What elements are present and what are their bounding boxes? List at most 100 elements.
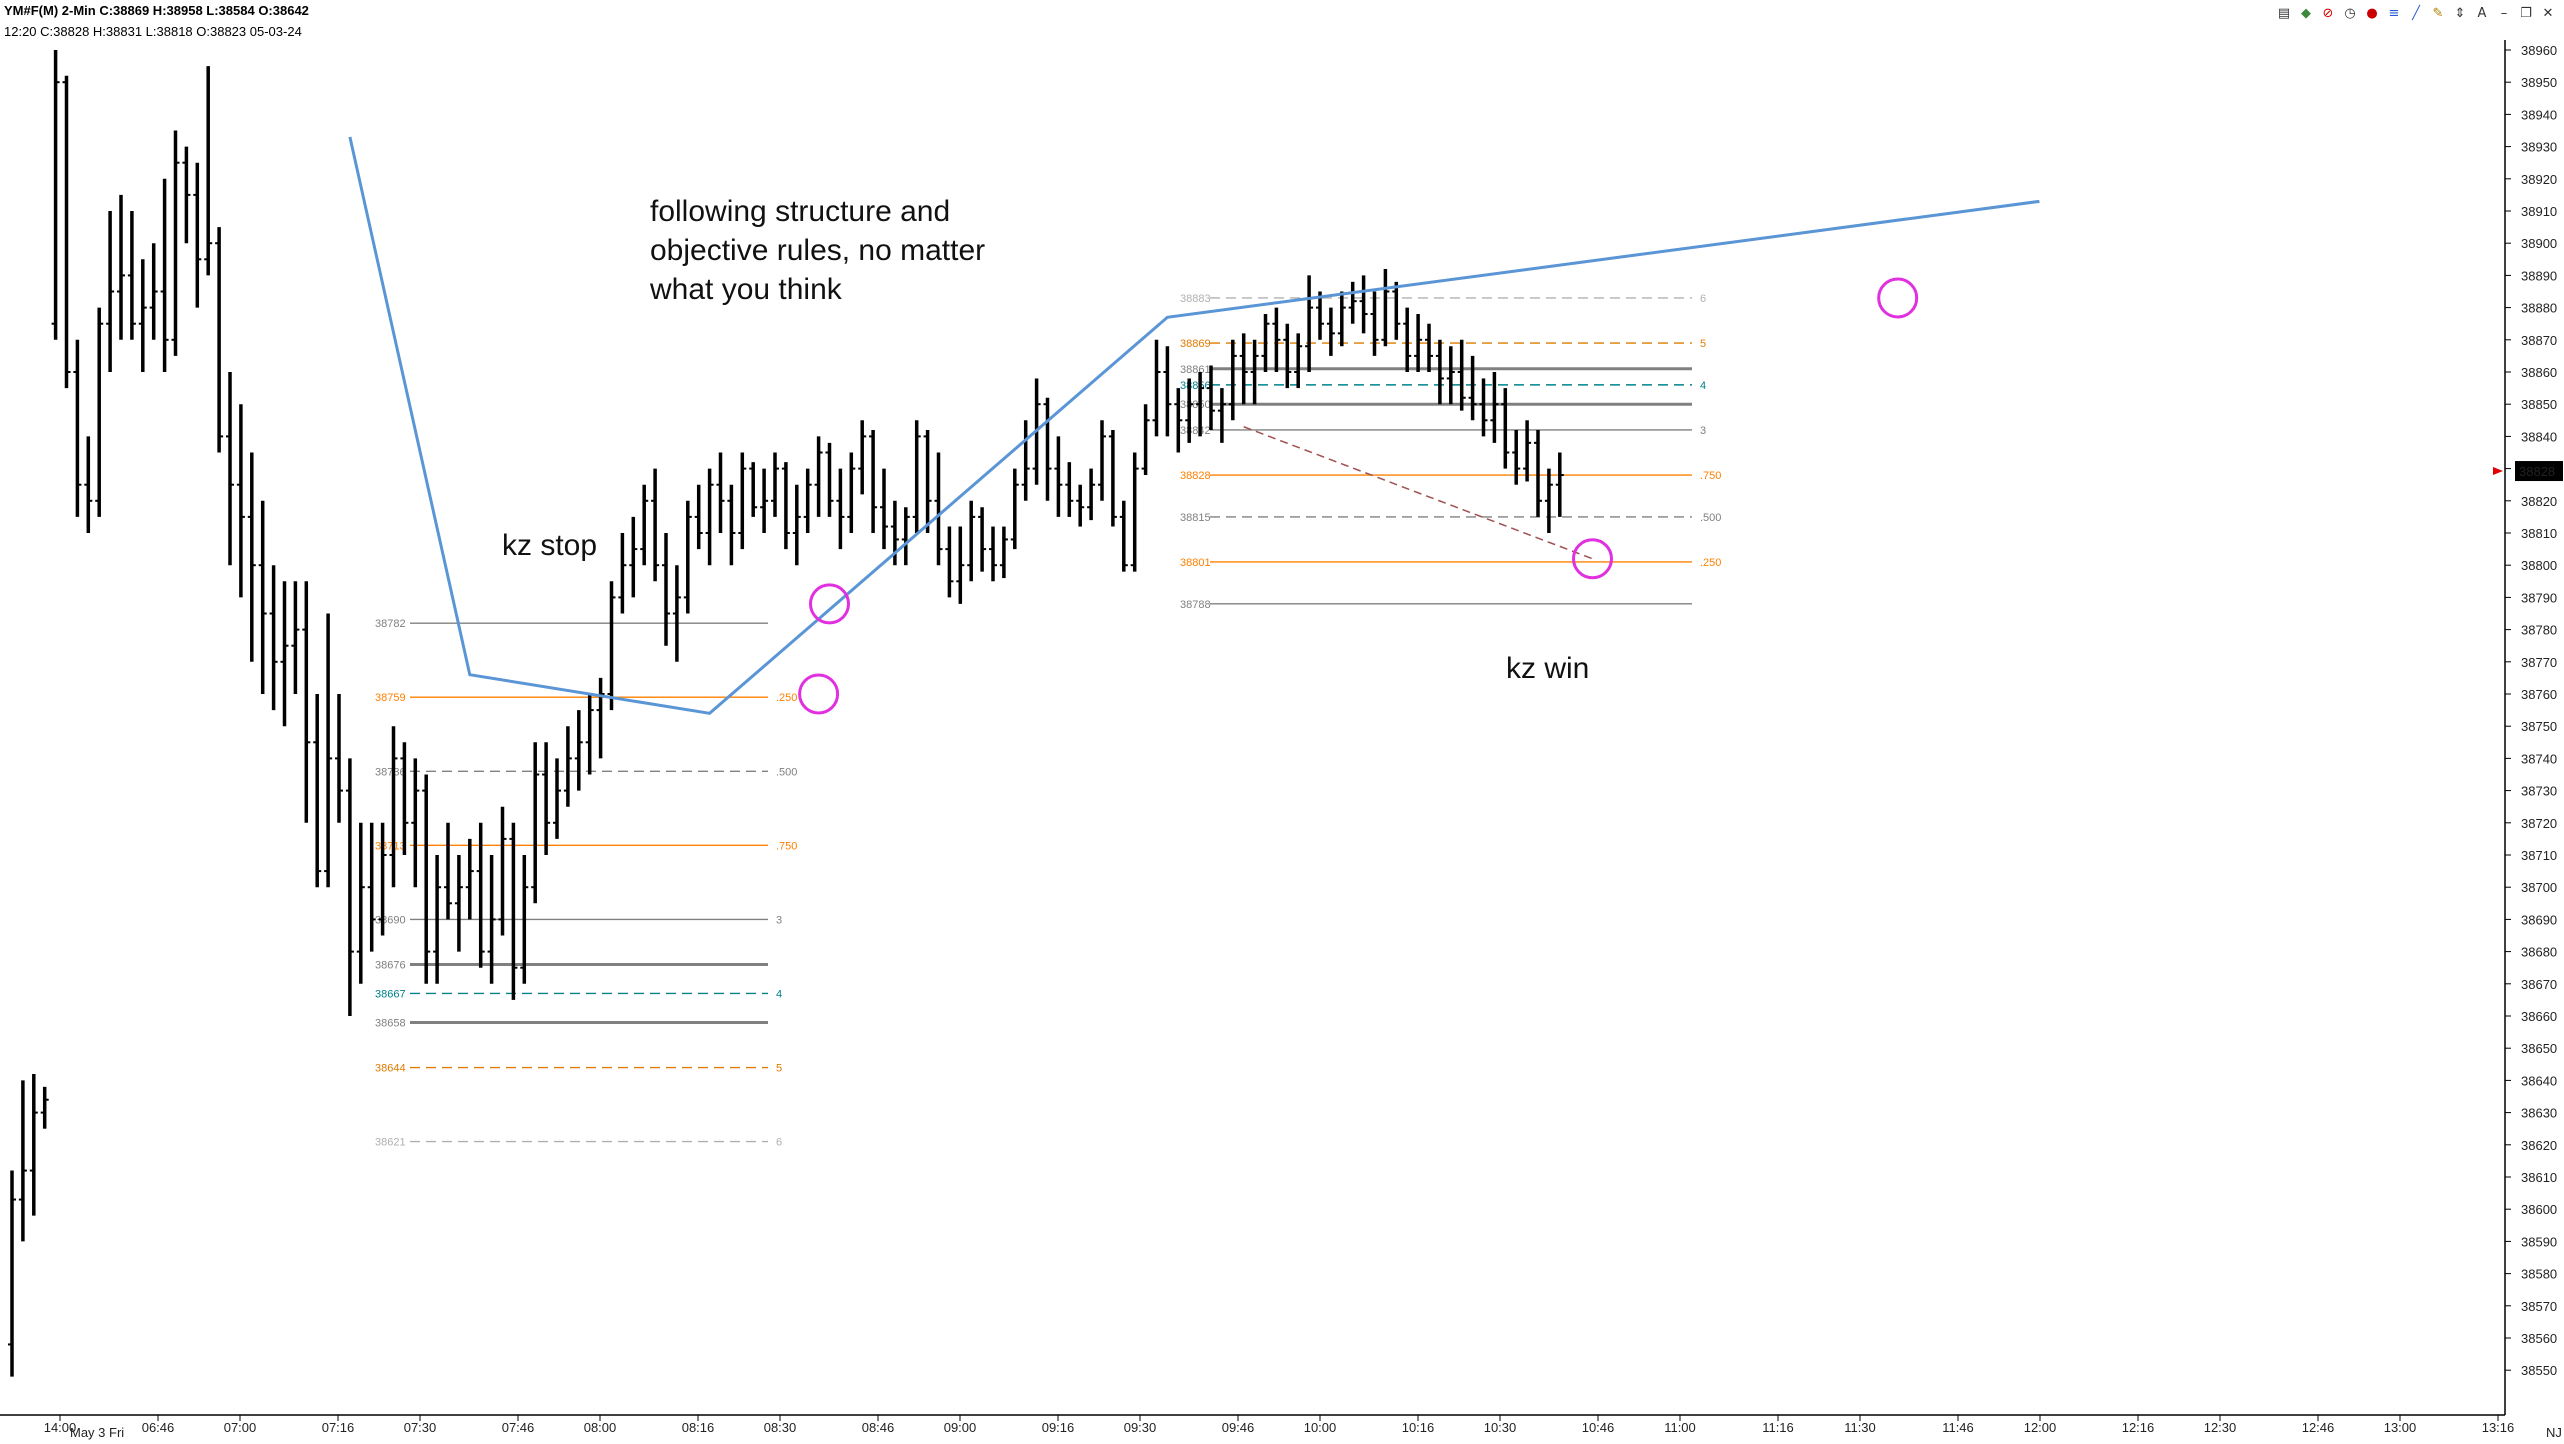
- stop-icon[interactable]: ⊘: [2322, 5, 2334, 21]
- fib-right-level-label: 38788: [1180, 599, 1211, 611]
- ohlc-bar: [1414, 314, 1423, 372]
- y-tick-label: 38590: [2521, 1234, 2557, 1249]
- y-tick-label: 38720: [2521, 816, 2557, 831]
- ohlc-bar: [73, 339, 82, 517]
- annotation-structure-text[interactable]: what you think: [649, 273, 843, 306]
- close-icon[interactable]: ✕: [2542, 5, 2554, 21]
- y-tick-label: 38550: [2521, 1363, 2557, 1378]
- ohlc-bar: [236, 404, 245, 598]
- ohlc-bar: [989, 526, 997, 582]
- ohlc-bar: [542, 742, 551, 855]
- ohlc-bar: [95, 307, 104, 517]
- ohlc-bar: [18, 1080, 27, 1242]
- y-tick-label: 38760: [2521, 687, 2557, 702]
- ohlc-bar: [574, 710, 583, 791]
- ohlc-bar: [672, 565, 681, 662]
- fib-left-level-label: 38759: [375, 692, 406, 704]
- indicator-icon[interactable]: ◆: [2301, 5, 2311, 21]
- arrows-icon[interactable]: ⇕: [2454, 5, 2466, 21]
- restore-icon[interactable]: ❐: [2520, 5, 2532, 21]
- ohlc-bar: [749, 462, 758, 517]
- ohlc-bar: [498, 806, 507, 936]
- ohlc-bar: [1065, 462, 1074, 517]
- y-tick-label: 38730: [2521, 784, 2557, 799]
- ohlc-bar: [1381, 268, 1390, 347]
- ohlc-bar: [1141, 404, 1150, 476]
- trendline-icon[interactable]: ╱: [2412, 5, 2420, 21]
- trend-line[interactable]: [348, 136, 2040, 715]
- ohlc-bar: [1479, 378, 1488, 437]
- ohlc-bar: [716, 452, 725, 533]
- ohlc-bar: [269, 565, 278, 711]
- fib-left-level-ratio: .500: [776, 766, 797, 778]
- date-label: May 3 Fri: [70, 1425, 124, 1440]
- y-tick-label: 38920: [2521, 172, 2557, 187]
- symbol-ohlc-line: YM#F(M) 2-Min C:38869 H:38958 L:38584 O:…: [4, 3, 309, 18]
- ohlc-bar: [454, 855, 463, 952]
- ohlc-bar: [880, 468, 888, 550]
- ohlc-bar: [814, 436, 823, 517]
- fib-right-level-label: 38856: [1180, 380, 1211, 392]
- ohlc-bar: [1316, 291, 1324, 340]
- fib-left-level-label: 38621: [375, 1137, 406, 1149]
- x-tick-label: 07:00: [224, 1420, 257, 1435]
- x-tick-label: 09:46: [1222, 1420, 1255, 1435]
- ohlc-bar: [727, 484, 736, 566]
- ohlc-bar: [1010, 468, 1019, 550]
- y-tick-label: 38690: [2521, 912, 2557, 927]
- ohlc-bar: [1501, 388, 1510, 469]
- ohlc-bar: [356, 822, 365, 984]
- fib-right-level-label: 38801: [1180, 557, 1211, 569]
- clock-icon[interactable]: ◷: [2344, 5, 2356, 21]
- fib-right-level-label: 38861: [1180, 364, 1211, 376]
- ohlc-bar: [258, 500, 267, 694]
- fib-icon[interactable]: ≡: [2388, 5, 2400, 21]
- annotation-structure-text[interactable]: following structure and: [650, 195, 950, 228]
- pencil-icon[interactable]: ✎: [2432, 5, 2444, 21]
- highlight-circle[interactable]: [1877, 277, 1919, 319]
- ohlc-bar: [945, 526, 954, 598]
- ohlc-bar: [389, 726, 398, 888]
- y-tick-label: 38560: [2521, 1331, 2557, 1346]
- fib-left-level-label: 38658: [375, 1017, 406, 1029]
- ohlc-bar: [1370, 291, 1379, 356]
- ohlc-bar: [1359, 275, 1368, 334]
- ohlc-bar: [1076, 484, 1085, 527]
- ohlc-bar: [694, 484, 703, 550]
- minimize-icon[interactable]: –: [2500, 5, 2508, 21]
- y-tick-label: 38620: [2521, 1138, 2557, 1153]
- ohlc-bar: [204, 66, 213, 276]
- ohlc-bar: [1544, 468, 1553, 533]
- fib-right-level-ratio: 4: [1700, 380, 1706, 392]
- ohlc-bar: [1108, 429, 1117, 527]
- annotation-kz-win[interactable]: kz win: [1506, 652, 1589, 685]
- highlight-circle[interactable]: [1572, 538, 1613, 580]
- chart-type-icon[interactable]: ▤: [2277, 5, 2291, 21]
- annotation-kz-stop[interactable]: kz stop: [502, 529, 597, 562]
- ohlc-bar: [934, 452, 943, 566]
- ohlc-bar: [967, 500, 976, 582]
- ohlc-bar: [781, 462, 790, 550]
- ohlc-bar: [1337, 291, 1346, 347]
- text-icon[interactable]: A: [2477, 5, 2487, 21]
- highlight-circle[interactable]: [809, 583, 850, 625]
- ohlc-bar: [1534, 429, 1542, 517]
- fib-left-level-ratio: 5: [776, 1063, 782, 1075]
- x-tick-label: 10:46: [1582, 1420, 1615, 1435]
- dashed-trend-line[interactable]: [1243, 426, 1593, 560]
- fib-right-level-ratio: 5: [1700, 338, 1706, 350]
- fib-right-level-label: 38850: [1180, 399, 1211, 411]
- ohlc-bar: [487, 855, 496, 984]
- ohlc-bar: [1185, 378, 1194, 443]
- bell-icon[interactable]: ●: [2366, 5, 2378, 21]
- fib-left-level-label: 38736: [375, 766, 406, 778]
- x-tick-label: 12:46: [2302, 1420, 2335, 1435]
- ohlc-bar: [792, 484, 801, 566]
- highlight-circle[interactable]: [798, 673, 840, 715]
- annotation-structure-text[interactable]: objective rules, no matter: [650, 234, 985, 267]
- y-tick-label: 38940: [2521, 107, 2557, 122]
- ohlc-bar: [1130, 452, 1139, 572]
- ohlc-bar: [1119, 500, 1128, 572]
- x-tick-label: 07:16: [322, 1420, 355, 1435]
